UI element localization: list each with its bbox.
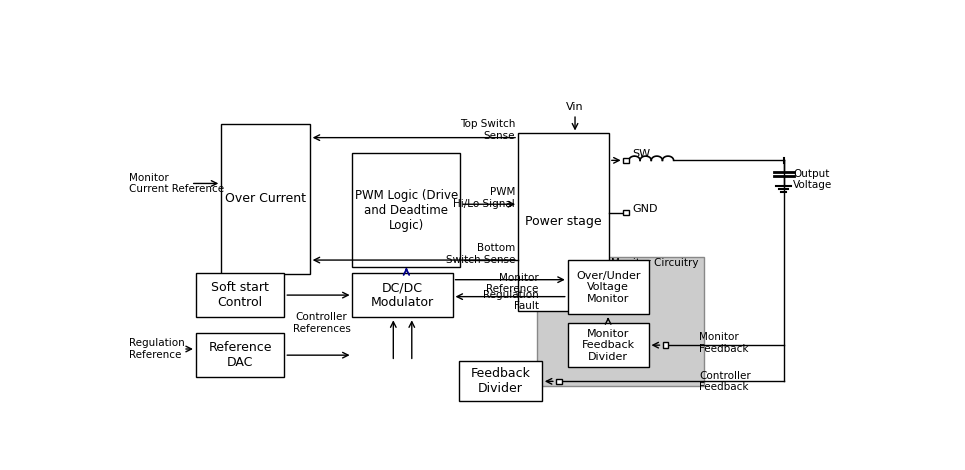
Bar — [458, 361, 542, 401]
Bar — [221, 124, 310, 274]
Bar — [663, 343, 668, 348]
Bar — [556, 379, 562, 384]
Text: Controller
References: Controller References — [292, 312, 350, 334]
Text: Top Switch
Sense: Top Switch Sense — [459, 119, 515, 141]
Bar — [196, 273, 285, 317]
Bar — [567, 323, 648, 368]
Bar — [623, 157, 628, 163]
Text: DC/DC
Modulator: DC/DC Modulator — [371, 281, 434, 309]
Bar — [352, 153, 460, 267]
Text: Monitor Circuitry: Monitor Circuitry — [612, 258, 699, 268]
Text: Monitor
Feedback
Divider: Monitor Feedback Divider — [582, 329, 635, 362]
Text: Over/Under
Voltage
Monitor: Over/Under Voltage Monitor — [576, 271, 641, 304]
Text: GND: GND — [632, 204, 657, 214]
Text: Monitor
Reference: Monitor Reference — [486, 273, 538, 294]
Text: Regulation
Fault: Regulation Fault — [483, 290, 538, 311]
Text: Power stage: Power stage — [525, 215, 602, 228]
Bar — [567, 260, 648, 314]
Bar — [196, 333, 285, 377]
Text: Vin: Vin — [566, 102, 584, 112]
Text: Over Current: Over Current — [225, 192, 306, 205]
Text: Soft start
Control: Soft start Control — [211, 281, 269, 309]
Text: Monitor
Feedback: Monitor Feedback — [699, 332, 749, 353]
Text: Output
Voltage: Output Voltage — [793, 169, 832, 190]
Text: PWM
Hi/Lo Signal: PWM Hi/Lo Signal — [454, 187, 515, 209]
Text: Monitor
Current Reference: Monitor Current Reference — [129, 172, 224, 194]
Bar — [537, 257, 704, 386]
Text: SW: SW — [632, 149, 650, 159]
Text: Reference
DAC: Reference DAC — [208, 341, 272, 369]
Bar — [352, 273, 453, 317]
Bar — [518, 133, 609, 311]
Text: Bottom
Switch Sense: Bottom Switch Sense — [446, 243, 515, 265]
Text: PWM Logic (Drive
and Deadtime
Logic): PWM Logic (Drive and Deadtime Logic) — [355, 189, 458, 232]
Text: Feedback
Divider: Feedback Divider — [470, 368, 531, 395]
Bar — [623, 210, 628, 215]
Text: Controller
Feedback: Controller Feedback — [699, 370, 751, 392]
Text: Regulation
Reference: Regulation Reference — [129, 338, 185, 360]
